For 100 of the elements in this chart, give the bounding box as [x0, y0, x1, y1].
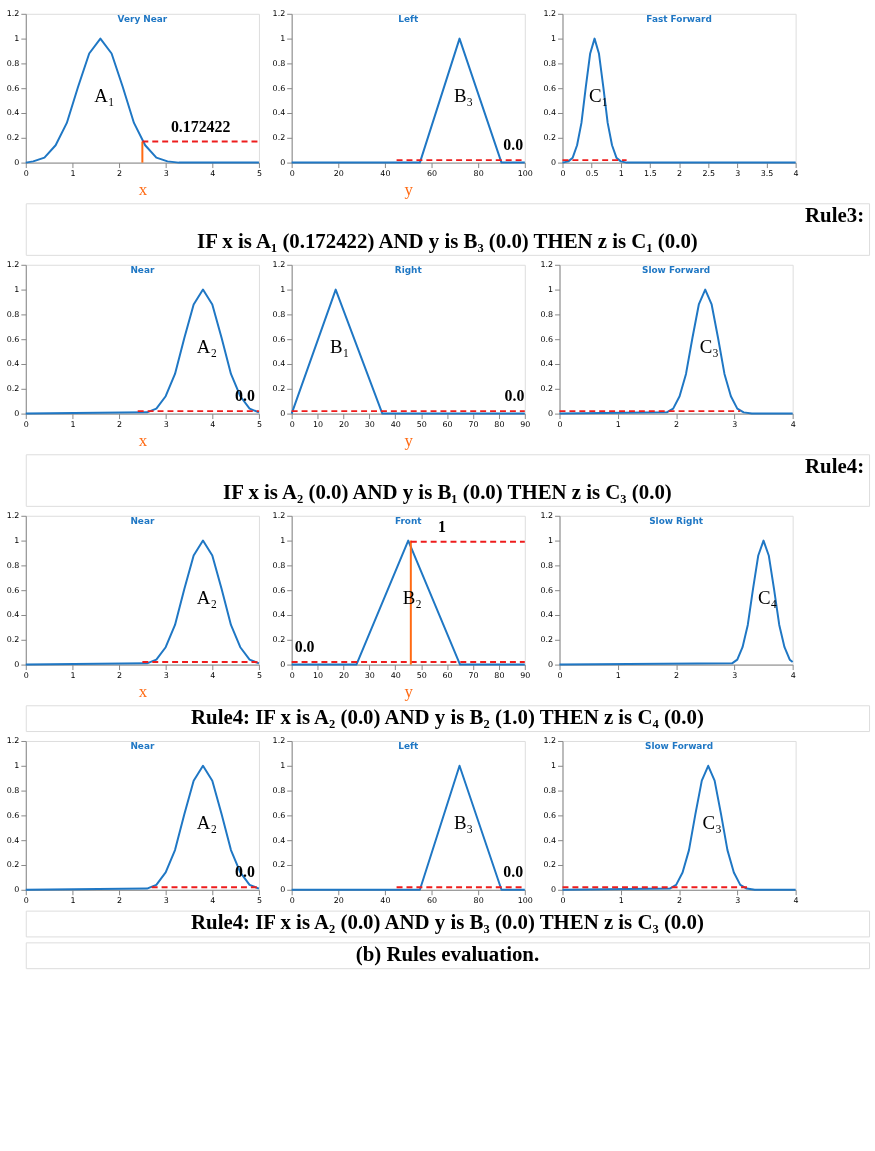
y-tick-label: 1 [14, 536, 20, 546]
y-tick-label: 0.4 [540, 359, 554, 369]
y-tick-label: 0.8 [543, 786, 557, 796]
y-tick-label: 0 [280, 158, 286, 168]
x-tick-label: 4 [210, 896, 216, 906]
text: IF x is A₁ (0.172422) AND y is B₃ (0.0) THEN z is C₁ (0.0) [197, 228, 698, 253]
x-tick-label: 3 [732, 420, 738, 429]
x-tick-label: 40 [390, 420, 401, 429]
y-tick-label: 0 [551, 885, 557, 895]
chart-title: Right [394, 264, 423, 275]
x-tick-label: 1 [70, 420, 76, 429]
y-tick-label: 0.4 [6, 108, 20, 118]
x-tick-label: 2 [677, 169, 683, 178]
y-tick-label: 0 [551, 158, 557, 168]
y-tick-label: 1 [551, 761, 557, 771]
x-tick-label: 2 [674, 420, 680, 429]
y-tick-label: 1.2 [6, 736, 20, 746]
x-axis-title: x [138, 430, 148, 450]
annotation: B₁ [330, 335, 350, 357]
y-tick-label: 0.6 [6, 83, 20, 93]
annotation: C₃ [702, 811, 722, 833]
chart-title: Slow Right [649, 515, 704, 526]
chart-title: Left [398, 740, 419, 751]
x-tick-label: 3 [735, 896, 741, 906]
x-tick-label: 3 [735, 169, 741, 178]
y-tick-label: 0.2 [6, 860, 20, 870]
y-tick-label: 0.2 [6, 635, 20, 645]
x-tick-label: 70 [468, 670, 479, 680]
y-tick-label: 1.2 [540, 260, 554, 270]
x-tick-label: 5 [256, 896, 262, 906]
x-axis-title: y [404, 430, 414, 450]
x-tick-label: 5 [256, 420, 262, 429]
x-tick-label: 1 [70, 670, 76, 680]
x-tick-label: 20 [338, 420, 350, 429]
annotation: B₃ [453, 84, 474, 106]
x-tick-label: 2 [117, 670, 123, 680]
x-tick-label: 2 [674, 670, 680, 680]
y-tick-label: 0.8 [543, 58, 557, 68]
y-tick-label: 0.6 [540, 585, 554, 595]
y-tick-label: 0.6 [272, 334, 286, 344]
x-axis-title: x [138, 681, 148, 701]
x-tick-label: 1 [70, 896, 76, 906]
x-tick-label: 60 [442, 420, 453, 429]
y-tick-label: 0.2 [540, 384, 554, 394]
x-tick-label: 40 [390, 670, 401, 680]
y-tick-label: 0.2 [272, 635, 286, 645]
x-tick-label: 0 [23, 169, 29, 178]
x-tick-label: 2 [117, 420, 123, 429]
x-tick-label: 0 [23, 896, 29, 906]
x-axis-title: x [138, 179, 148, 199]
y-tick-label: 1.2 [6, 260, 20, 270]
y-tick-label: 0.4 [543, 108, 557, 118]
text: Rule4: [805, 454, 865, 479]
x-tick-label: 5 [256, 670, 262, 680]
y-tick-label: 0.2 [6, 133, 20, 143]
x-tick-label: 3 [163, 169, 169, 178]
x-axis-title: y [404, 681, 414, 701]
y-tick-label: 0 [280, 885, 286, 895]
y-tick-label: 0 [14, 158, 20, 168]
x-tick-label: 80 [494, 670, 505, 680]
y-tick-label: 1.2 [6, 9, 20, 19]
x-tick-label: 3 [163, 420, 169, 429]
x-tick-label: 0 [23, 670, 29, 680]
chart-title: Near [130, 740, 155, 751]
x-tick-label: 50 [416, 420, 427, 429]
x-tick-label: 0 [560, 169, 566, 178]
x-tick-label: 30 [364, 670, 375, 680]
chart-title: Front [394, 515, 423, 526]
x-tick-label: 0 [289, 896, 295, 906]
text: Rule3: [805, 203, 865, 228]
x-tick-label: 100 [517, 169, 533, 178]
x-tick-label: 1 [70, 169, 76, 178]
chart-title: Left [398, 13, 419, 24]
x-tick-label: 2 [677, 896, 683, 906]
x-tick-label: 3.5 [760, 169, 774, 178]
y-tick-label: 0 [548, 409, 554, 419]
x-tick-label: 10 [313, 670, 324, 680]
y-tick-label: 0.8 [272, 560, 286, 570]
y-tick-label: 1.2 [6, 511, 20, 521]
chart-title: Very Near [117, 13, 168, 24]
chart-title: Near [130, 264, 155, 275]
x-tick-label: 2 [117, 169, 123, 178]
y-tick-label: 0.4 [540, 610, 554, 620]
x-tick-label: 1 [615, 420, 621, 429]
y-tick-label: 1.2 [543, 9, 557, 19]
y-tick-label: 0 [14, 885, 20, 895]
x-tick-label: 20 [338, 670, 350, 680]
y-tick-label: 0.6 [6, 585, 20, 595]
y-tick-label: 0 [280, 660, 286, 670]
x-tick-label: 2.5 [702, 169, 716, 178]
x-tick-label: 60 [442, 670, 453, 680]
y-tick-label: 0.6 [543, 83, 557, 93]
y-tick-label: 0 [14, 660, 20, 670]
annotation: A₁ [94, 84, 115, 106]
y-tick-label: 0.2 [543, 860, 557, 870]
y-tick-label: 0.2 [6, 384, 20, 394]
annotation: A₂ [196, 811, 218, 833]
y-tick-label: 0.4 [272, 610, 286, 620]
x-tick-label: 100 [517, 896, 533, 906]
y-tick-label: 0.4 [6, 835, 20, 845]
